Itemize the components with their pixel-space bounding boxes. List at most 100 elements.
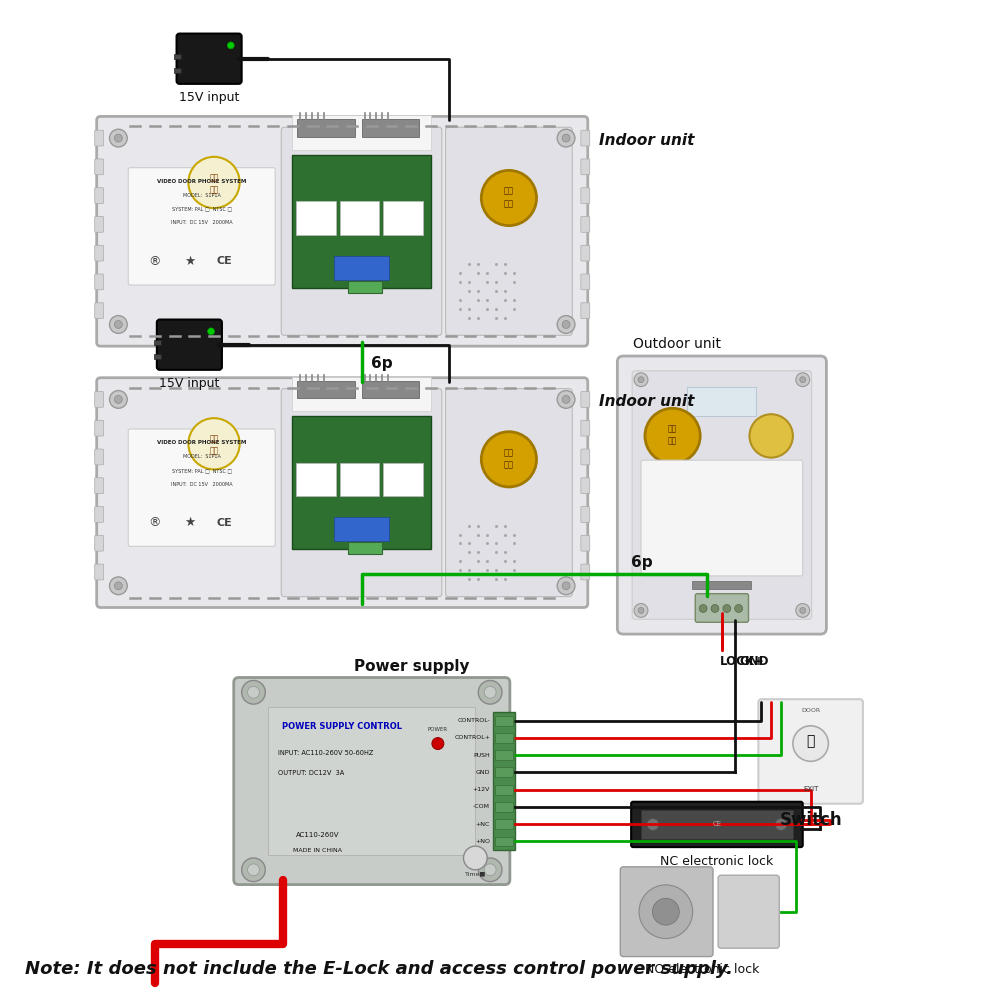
- Circle shape: [562, 395, 570, 403]
- FancyBboxPatch shape: [95, 478, 104, 494]
- Circle shape: [634, 373, 648, 387]
- Bar: [154, 354, 161, 359]
- Circle shape: [110, 129, 127, 147]
- Text: 6p: 6p: [371, 356, 393, 371]
- FancyBboxPatch shape: [95, 449, 104, 465]
- Text: INPUT:  DC 15V   2000MA: INPUT: DC 15V 2000MA: [171, 220, 233, 225]
- Text: GND: GND: [476, 770, 490, 775]
- Circle shape: [484, 686, 496, 698]
- Bar: [340, 463, 379, 496]
- Circle shape: [562, 321, 570, 328]
- FancyBboxPatch shape: [97, 116, 588, 346]
- FancyBboxPatch shape: [581, 303, 590, 319]
- Circle shape: [652, 898, 679, 925]
- FancyBboxPatch shape: [581, 274, 590, 290]
- FancyBboxPatch shape: [446, 389, 572, 597]
- Text: ®: ®: [149, 255, 161, 268]
- FancyBboxPatch shape: [128, 429, 275, 546]
- FancyBboxPatch shape: [95, 564, 104, 580]
- Circle shape: [645, 408, 700, 464]
- Circle shape: [796, 373, 810, 387]
- Text: CONTROL-: CONTROL-: [457, 718, 490, 723]
- Text: 正品: 正品: [504, 461, 514, 470]
- Circle shape: [114, 134, 122, 142]
- Text: VIDEO DOOR PHONE SYSTEM: VIDEO DOOR PHONE SYSTEM: [157, 179, 246, 184]
- FancyBboxPatch shape: [581, 564, 590, 580]
- Circle shape: [557, 129, 575, 147]
- Circle shape: [114, 395, 122, 403]
- Text: AC110-260V: AC110-260V: [296, 832, 339, 838]
- Circle shape: [481, 432, 537, 487]
- FancyBboxPatch shape: [95, 303, 104, 319]
- Circle shape: [711, 605, 719, 612]
- Text: 原装: 原装: [504, 448, 514, 457]
- FancyBboxPatch shape: [581, 245, 590, 261]
- Text: GND: GND: [740, 655, 769, 668]
- Text: INPUT: AC110-260V 50-60HZ: INPUT: AC110-260V 50-60HZ: [278, 750, 374, 756]
- FancyBboxPatch shape: [581, 420, 590, 436]
- FancyBboxPatch shape: [581, 392, 590, 407]
- FancyBboxPatch shape: [581, 449, 590, 465]
- FancyBboxPatch shape: [95, 274, 104, 290]
- FancyBboxPatch shape: [581, 130, 590, 146]
- FancyBboxPatch shape: [620, 867, 713, 957]
- FancyBboxPatch shape: [617, 356, 826, 634]
- FancyBboxPatch shape: [95, 188, 104, 204]
- Circle shape: [800, 607, 806, 613]
- Text: Switch: Switch: [779, 811, 842, 829]
- Circle shape: [735, 605, 743, 612]
- Text: PUSH: PUSH: [473, 753, 490, 758]
- Circle shape: [478, 858, 502, 882]
- Bar: [334, 517, 389, 541]
- Circle shape: [557, 391, 575, 408]
- Text: -COM: -COM: [473, 804, 490, 809]
- Text: CONTROL+: CONTROL+: [454, 735, 490, 740]
- Bar: [692, 581, 751, 589]
- Circle shape: [248, 864, 259, 876]
- Text: 原装: 原装: [504, 187, 514, 196]
- Circle shape: [478, 680, 502, 704]
- Bar: [495, 767, 513, 777]
- Circle shape: [793, 726, 828, 761]
- FancyBboxPatch shape: [695, 594, 748, 622]
- Bar: [362, 119, 419, 137]
- Text: 正品: 正品: [209, 185, 219, 194]
- Circle shape: [188, 418, 240, 469]
- Circle shape: [634, 604, 648, 617]
- Text: Indoor unit: Indoor unit: [599, 394, 694, 409]
- Text: NO electronic lock: NO electronic lock: [645, 963, 759, 976]
- FancyBboxPatch shape: [234, 678, 510, 885]
- Bar: [348, 542, 382, 554]
- Circle shape: [208, 328, 215, 335]
- Text: MODEL:  S1P1A: MODEL: S1P1A: [183, 193, 221, 198]
- Circle shape: [699, 605, 707, 612]
- Bar: [292, 155, 431, 288]
- Text: CE: CE: [216, 518, 232, 528]
- FancyBboxPatch shape: [281, 389, 442, 597]
- Bar: [383, 201, 423, 235]
- Bar: [174, 54, 181, 59]
- FancyBboxPatch shape: [581, 216, 590, 232]
- FancyBboxPatch shape: [95, 245, 104, 261]
- Text: OUTPUT: DC12V  3A: OUTPUT: DC12V 3A: [278, 770, 344, 776]
- Bar: [292, 377, 431, 411]
- Circle shape: [800, 377, 806, 383]
- FancyBboxPatch shape: [641, 460, 803, 576]
- Text: 原装: 原装: [209, 434, 219, 443]
- Text: ®: ®: [149, 516, 161, 529]
- Circle shape: [562, 582, 570, 590]
- Text: Time■: Time■: [465, 871, 486, 876]
- FancyBboxPatch shape: [97, 378, 588, 607]
- FancyBboxPatch shape: [157, 320, 222, 370]
- Text: +12V: +12V: [473, 787, 490, 792]
- Text: MODEL:  S1P1A: MODEL: S1P1A: [183, 454, 221, 459]
- Circle shape: [227, 42, 234, 49]
- Text: Outdoor unit: Outdoor unit: [633, 337, 721, 351]
- Text: 15V input: 15V input: [179, 91, 239, 104]
- Bar: [296, 463, 336, 496]
- Circle shape: [639, 885, 693, 939]
- Text: LOCK+: LOCK+: [720, 655, 765, 668]
- Text: SYSTEM: PAL □  NTSC □: SYSTEM: PAL □ NTSC □: [172, 468, 232, 473]
- Text: 🔑: 🔑: [806, 735, 815, 749]
- Text: 原装: 原装: [209, 173, 219, 182]
